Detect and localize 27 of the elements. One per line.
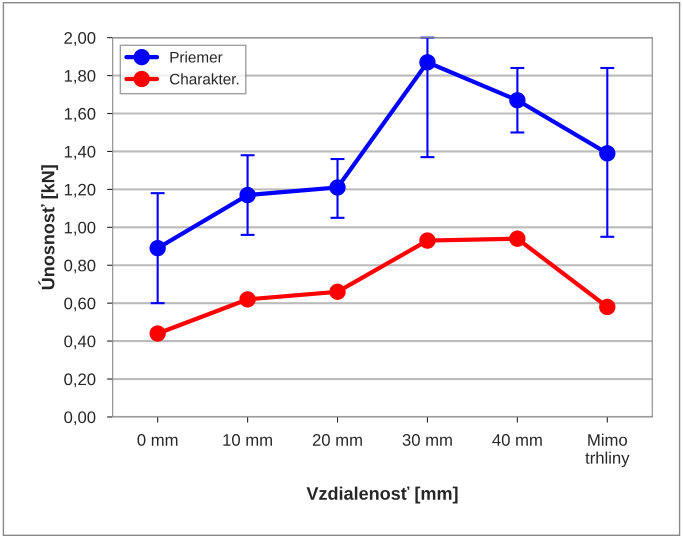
x-tick-label: Mimo trhliny xyxy=(585,434,630,468)
y-tick-label: 2,00 xyxy=(64,32,96,46)
legend-label: Priemer xyxy=(170,51,222,63)
point xyxy=(329,284,346,300)
point xyxy=(239,291,256,308)
y-tick-label: 0,60 xyxy=(64,298,96,312)
y-tick-label: 0,40 xyxy=(64,335,96,350)
x-tick-label: 30 mm xyxy=(402,434,452,446)
y-axis-title: Únosnosť [kN] xyxy=(38,165,58,290)
y-tick-label: 1,80 xyxy=(64,70,96,84)
y-tick-label: 1,60 xyxy=(64,108,96,122)
y-tick-label: 1,20 xyxy=(64,184,96,198)
point xyxy=(150,325,166,342)
x-axis-title: Vzdialenosť [mm] xyxy=(306,486,458,504)
x-tick-label: 40 mm xyxy=(492,434,542,446)
x-tick-label: 0 mm xyxy=(137,434,178,446)
legend-label: Charakter. xyxy=(170,73,238,85)
y-tick-label: 1,40 xyxy=(64,146,96,160)
y-tick-label: 1,00 xyxy=(64,222,96,236)
x-tick-label: 10 mm xyxy=(223,434,272,446)
y-tick-label: 0,00 xyxy=(64,411,96,426)
y-tick-label: 0,80 xyxy=(64,260,96,274)
point xyxy=(599,298,616,316)
y-tick-label: 0,20 xyxy=(64,373,96,388)
x-tick-label: 20 mm xyxy=(312,434,362,446)
point xyxy=(509,230,526,247)
point xyxy=(419,232,436,249)
